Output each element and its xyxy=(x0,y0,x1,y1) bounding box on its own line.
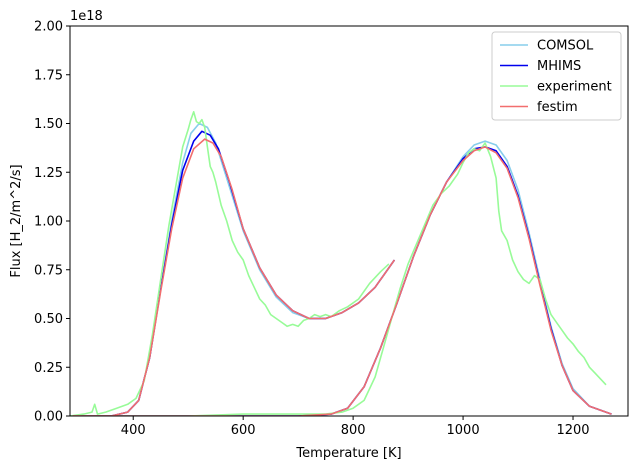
y-offset-text: 1e18 xyxy=(70,9,103,24)
legend: COMSOL MHIMS experiment festim xyxy=(491,31,622,121)
x-axis-title: Temperature [K] xyxy=(295,446,401,461)
x-tick-label: 1200 xyxy=(556,423,589,438)
series-line-experiment-0 xyxy=(70,111,390,416)
y-tick-label: 0.50 xyxy=(34,312,63,327)
axes: 400 600 800 1000 1200 0.00 0.25 0.50 0.75 1.00 1.2… xyxy=(34,20,629,438)
plot-area xyxy=(70,111,612,416)
series-line-comsol-0 xyxy=(72,122,396,416)
series-lines xyxy=(70,111,612,416)
legend-label-mhims: MHIMS xyxy=(537,59,581,74)
x-tick-label: 800 xyxy=(341,423,366,438)
x-tick-label: 400 xyxy=(121,423,146,438)
y-tick-label: 2.00 xyxy=(34,20,63,35)
y-axis-title: Flux [H_2/m^2/s] xyxy=(9,164,24,277)
series-line-comsol-1 xyxy=(72,140,612,416)
series-line-festim-1 xyxy=(72,146,612,416)
y-tick-label: 0.25 xyxy=(34,361,63,376)
legend-label-experiment: experiment xyxy=(537,80,612,95)
y-tick-label: 1.50 xyxy=(34,117,63,132)
series-line-experiment-1 xyxy=(70,142,607,416)
y-tick-label: 1.25 xyxy=(34,166,63,181)
legend-label-comsol: COMSOL xyxy=(537,39,594,54)
y-tick-label: 1.00 xyxy=(34,215,63,230)
series-line-festim-0 xyxy=(72,138,396,416)
x-tick-label: 1000 xyxy=(447,423,480,438)
series-line-mhims-0 xyxy=(72,130,396,416)
legend-label-festim: festim xyxy=(537,100,578,115)
legend-box xyxy=(491,31,622,121)
y-tick-label: 0.00 xyxy=(34,410,63,425)
x-tick-label: 600 xyxy=(231,423,256,438)
y-tick-label: 0.75 xyxy=(34,263,63,278)
y-tick-label: 1.75 xyxy=(34,68,63,83)
